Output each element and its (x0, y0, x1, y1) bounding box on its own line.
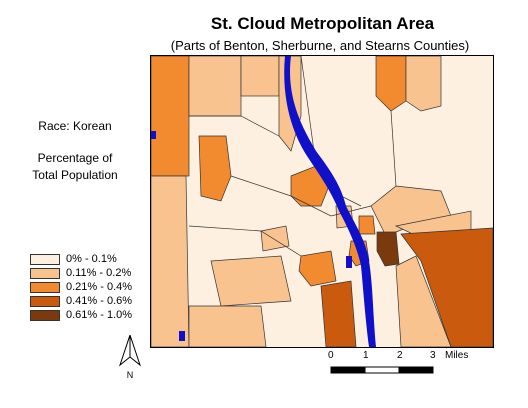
lake-small-2 (346, 256, 352, 268)
legend-label: 0% - 0.1% (66, 253, 117, 265)
tract-sw-light (188, 305, 267, 347)
tract-se-light (395, 255, 452, 347)
scale-bar-graphic (330, 366, 434, 374)
tract-east-darkorange (400, 227, 493, 347)
tract-small-light-2 (260, 225, 290, 252)
legend-label: 0.11% - 0.2% (66, 267, 132, 279)
tract-south-darkorange (320, 280, 357, 347)
choropleth-map (151, 56, 493, 347)
boundary-lines-3 (188, 225, 302, 257)
scale-tick-label: 2 (397, 350, 403, 361)
scale-bar: 0 1 2 3 Miles (328, 350, 490, 380)
scale-unit: Miles (445, 350, 469, 361)
legend-swatch (30, 310, 60, 321)
legend-swatch (30, 282, 60, 293)
tract-small-orange (358, 215, 376, 235)
legend-swatch (30, 268, 60, 279)
tract-west-light (151, 175, 190, 347)
north-arrow-icon (118, 333, 142, 367)
legend-label: 0.61% - 1.0% (66, 309, 133, 321)
tract-north-light-3 (405, 56, 442, 112)
lake-small-3 (179, 331, 185, 341)
scale-tick-label: 0 (328, 350, 334, 361)
tract-south-orange (298, 250, 337, 287)
legend-swatch (30, 296, 60, 307)
north-label: N (126, 370, 134, 380)
north-arrow: N (118, 333, 142, 381)
tract-north-light (240, 56, 280, 97)
measure-label: Percentage of Total Population (20, 150, 130, 184)
map-frame (150, 55, 494, 348)
legend-label: 0.41% - 0.6% (66, 295, 133, 307)
legend-swatch (30, 254, 60, 265)
tract-dark-brown (376, 231, 400, 267)
scale-tick-label: 1 (363, 350, 369, 361)
tract-north-orange (375, 56, 407, 112)
measure-label-line2: Total Population (32, 168, 118, 182)
variable-label: Race: Korean (38, 119, 112, 133)
measure-label-line1: Percentage of (37, 151, 113, 165)
boundary-lines (189, 115, 280, 137)
map-subtitle: (Parts of Benton, Sherburne, and Stearns… (170, 38, 470, 53)
legend-label: 0.21% - 0.4% (66, 281, 133, 293)
tract-nw-light (188, 56, 242, 117)
scale-tick-label: 3 (430, 350, 436, 361)
lake-small (151, 131, 156, 139)
tract-mid-orange (198, 135, 232, 202)
mississippi-river (284, 56, 376, 347)
boundary-lines-5 (390, 110, 397, 187)
tract-west-orange (151, 56, 190, 177)
tract-south-light (210, 255, 292, 307)
map-title: St. Cloud Metropolitan Area (210, 14, 435, 33)
boundary-lines-2 (230, 175, 372, 217)
